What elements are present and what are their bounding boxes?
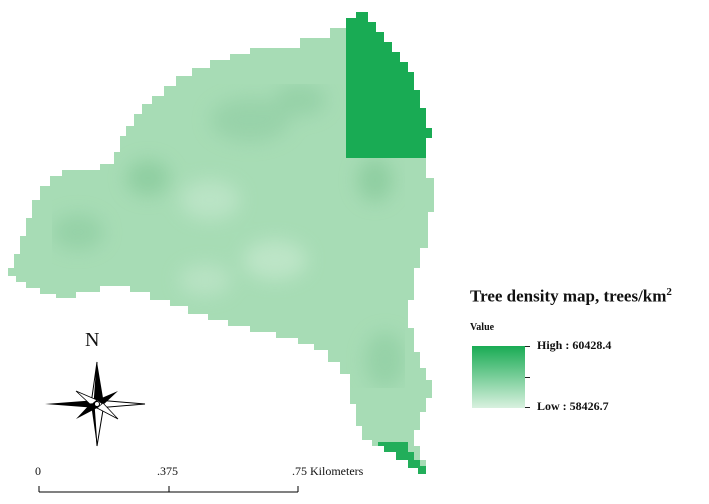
high-density-tip bbox=[378, 442, 426, 474]
legend-tick-high bbox=[525, 346, 530, 347]
scale-label-mid: .375 bbox=[157, 464, 178, 478]
raster-variation bbox=[52, 84, 405, 388]
legend-tick-low bbox=[525, 407, 530, 408]
study-area-region bbox=[8, 12, 434, 474]
scale-label-end: .75 Kilometers bbox=[292, 464, 364, 478]
scale-bar bbox=[38, 486, 299, 493]
legend-high-label: High : 60428.4 bbox=[537, 338, 612, 352]
legend-value-heading: Value bbox=[470, 322, 495, 333]
compass-rose-icon bbox=[45, 361, 146, 447]
legend-color-ramp bbox=[472, 346, 525, 408]
scale-label-start: 0 bbox=[35, 464, 41, 478]
high-density-block bbox=[346, 12, 432, 158]
legend-low-label: Low : 58426.7 bbox=[537, 399, 609, 413]
legend-tick-mid bbox=[525, 377, 530, 378]
legend-title: Tree density map, trees/km2 bbox=[470, 286, 672, 306]
north-arrow-label: N bbox=[85, 329, 100, 351]
